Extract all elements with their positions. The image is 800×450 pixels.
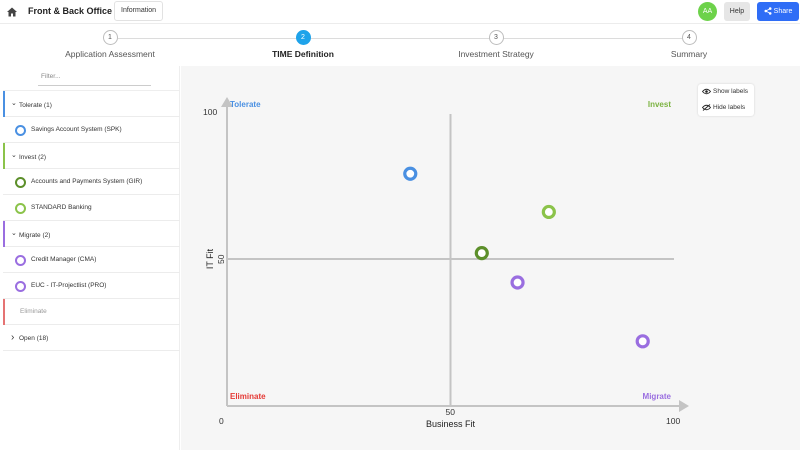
group-header[interactable]: ⌄ Tolerate (1) — [3, 91, 180, 117]
step-number: 4 — [681, 30, 697, 45]
group-label: Eliminate — [20, 308, 47, 315]
share-button[interactable]: Share — [757, 2, 799, 21]
item-label: Credit Manager (CMA) — [31, 256, 97, 263]
group-color-bar — [3, 91, 5, 117]
step-label: Investment Strategy — [458, 49, 534, 59]
group-header[interactable]: ⌄ Invest (2) — [3, 143, 180, 169]
step-investment-strategy[interactable]: 3 Investment Strategy — [416, 30, 576, 59]
avatar[interactable]: AA — [698, 2, 717, 21]
step-label: Application Assessment — [65, 49, 155, 59]
group-label: Tolerate (1) — [19, 102, 52, 109]
step-number: 3 — [488, 30, 504, 45]
chevron-right-icon: › — [11, 332, 15, 343]
status-ring-icon — [15, 177, 26, 188]
step-time-definition[interactable]: 2 TIME Definition — [223, 30, 383, 59]
quadrant-label: Eliminate — [230, 392, 266, 401]
group-label: Open (18) — [19, 335, 49, 342]
quadrant-label: Tolerate — [230, 100, 261, 109]
home-icon[interactable] — [6, 5, 18, 17]
show-labels-text: Show labels — [713, 88, 749, 95]
time-chart: 0 50 100 100 50 Business Fit IT Fit Tolerate Inv… — [181, 66, 800, 450]
help-button[interactable]: Help — [724, 2, 750, 21]
step-label: TIME Definition — [272, 49, 334, 59]
list-item[interactable]: EUC - IT-Projectlist (PRO) — [3, 273, 180, 299]
data-point — [635, 334, 650, 349]
x-tick-label: 50 — [446, 407, 456, 417]
y-tick-label: 50 — [216, 254, 226, 264]
x-tick-label: 0 — [219, 416, 224, 426]
show-labels-button[interactable]: Show labels — [698, 84, 754, 100]
step-number: 2 — [295, 30, 311, 45]
filter-input[interactable] — [38, 68, 151, 86]
share-label: Share — [773, 8, 793, 15]
label-controls: Show labels Hide labels — [698, 84, 754, 116]
group-color-bar — [3, 299, 5, 325]
quadrant-label: Invest — [648, 100, 671, 109]
information-button[interactable]: Information — [114, 1, 164, 21]
chevron-down-icon: ⌄ — [11, 152, 17, 159]
eye-off-icon — [701, 104, 712, 111]
item-label: Accounts and Payments System (GIR) — [31, 178, 143, 185]
item-label: EUC - IT-Projectlist (PRO) — [31, 282, 107, 289]
quadrant-label: Migrate — [643, 392, 672, 401]
stepper-line — [118, 38, 691, 39]
status-ring-icon — [15, 255, 26, 266]
y-axis-arrow — [221, 97, 233, 107]
y-axis-label: IT Fit — [205, 248, 215, 269]
sidebar: ⌄Tolerate (1)Savings Account System (SPK… — [3, 66, 180, 450]
group-color-bar — [3, 221, 5, 247]
item-label: Savings Account System (SPK) — [31, 126, 122, 133]
item-label: STANDARD Banking — [31, 204, 92, 211]
step-number: 1 — [102, 30, 118, 45]
group-label: Invest (2) — [19, 154, 47, 161]
x-axis-arrow — [679, 400, 689, 412]
status-ring-icon — [15, 203, 26, 214]
status-ring-icon — [15, 281, 26, 292]
step-summary[interactable]: 4 Summary — [609, 30, 769, 59]
top-bar: Front & Back Office Information AA Help … — [0, 0, 800, 24]
time-quadrant-chart: 0 50 100 100 50 Business Fit IT Fit Tolerate Inv… — [203, 97, 689, 429]
chevron-down-icon: ⌄ — [11, 100, 17, 107]
group-header[interactable]: Eliminate — [3, 299, 180, 325]
share-icon — [764, 7, 772, 15]
stepper: 1 Application Assessment 2 TIME Definiti… — [0, 25, 800, 65]
group-label: Migrate (2) — [19, 232, 51, 239]
hide-labels-text: Hide labels — [713, 104, 746, 111]
application-list: ⌄ Tolerate (1) Savings Account System (SPK… — [3, 90, 180, 351]
group-header[interactable]: ⌄ Migrate (2) — [3, 221, 180, 247]
chevron-down-icon: ⌄ — [11, 230, 17, 237]
list-item[interactable]: STANDARD Banking — [3, 195, 180, 221]
status-ring-icon — [15, 125, 26, 136]
list-item[interactable]: Savings Account System (SPK) — [3, 117, 180, 143]
x-axis-label: Business Fit — [426, 419, 476, 429]
eye-icon — [701, 88, 712, 95]
data-point — [403, 166, 418, 181]
list-item[interactable]: Credit Manager (CMA) — [3, 247, 180, 273]
step-label: Summary — [670, 49, 708, 59]
group-color-bar — [3, 143, 5, 169]
app-title: Front & Back Office — [28, 6, 113, 16]
data-point — [474, 246, 489, 261]
hide-labels-button[interactable]: Hide labels — [698, 100, 754, 116]
data-point — [510, 275, 525, 290]
group-header[interactable]: › Open (18) — [3, 325, 180, 351]
step-application-assessment[interactable]: 1 Application Assessment — [30, 30, 190, 59]
data-point — [541, 204, 556, 220]
list-item[interactable]: Accounts and Payments System (GIR) — [3, 169, 180, 195]
y-tick-label: 100 — [203, 107, 217, 117]
x-tick-label: 100 — [666, 416, 680, 426]
